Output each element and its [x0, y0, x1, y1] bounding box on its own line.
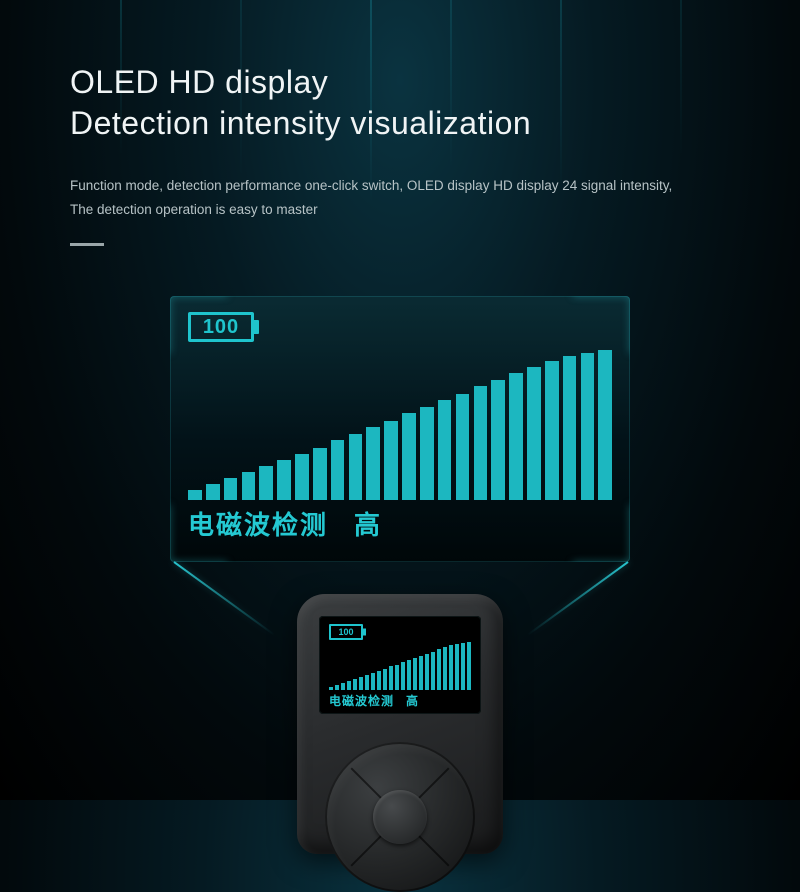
oled-screen-small: 100 电磁波检测 高: [319, 616, 481, 714]
signal-bar: [474, 386, 488, 500]
hero-text-block: OLED HD display Detection intensity visu…: [0, 0, 800, 246]
battery-indicator-icon: 100: [188, 312, 254, 342]
battery-indicator-icon: 100: [329, 624, 363, 640]
signal-bar: [335, 685, 339, 690]
signal-bar: [581, 353, 595, 500]
signal-bar: [341, 683, 345, 690]
signal-bar: [242, 472, 256, 501]
heading-line-1: OLED HD display: [70, 62, 730, 103]
signal-bar: [383, 669, 387, 690]
signal-bar: [527, 367, 541, 501]
signal-bar: [206, 484, 220, 501]
signal-bar: [563, 356, 577, 500]
dpad-control[interactable]: [325, 742, 475, 892]
signal-bar: [389, 666, 393, 690]
signal-bars-chart: [329, 642, 471, 690]
signal-bar: [443, 647, 447, 690]
signal-bar: [295, 454, 309, 501]
signal-bar: [461, 643, 465, 690]
signal-bar: [353, 679, 357, 690]
signal-bar: [347, 681, 351, 690]
accent-rule: [70, 243, 104, 246]
signal-bar: [331, 440, 345, 500]
projection-beam: [173, 561, 274, 636]
mode-label: 电磁波检测: [188, 505, 328, 542]
battery-value: 100: [203, 316, 239, 339]
signal-bar: [371, 673, 375, 690]
heading-line-2: Detection intensity visualization: [70, 103, 730, 144]
signal-bar: [365, 675, 369, 690]
signal-bar: [491, 380, 505, 500]
signal-bar: [431, 652, 435, 690]
oled-screen-big: 100 电磁波检测 高: [188, 312, 612, 548]
dpad-center-button[interactable]: [373, 790, 427, 844]
signal-bar: [224, 478, 238, 501]
signal-bar: [366, 427, 380, 501]
signal-bar: [509, 373, 523, 501]
signal-bar: [438, 400, 452, 501]
signal-bar: [384, 421, 398, 501]
signal-bar: [598, 350, 612, 500]
signal-bar: [455, 644, 459, 690]
signal-bar: [437, 649, 441, 690]
signal-bar: [407, 660, 411, 690]
signal-bar: [419, 656, 423, 690]
signal-bar: [329, 687, 333, 690]
description: Function mode, detection performance one…: [70, 174, 730, 221]
mode-label: 电磁波检测: [329, 692, 394, 709]
signal-bar: [545, 361, 559, 501]
signal-bar: [456, 394, 470, 501]
signal-bar: [413, 658, 417, 690]
description-line-1: Function mode, detection performance one…: [70, 174, 730, 198]
mode-readout: 电磁波检测 高: [188, 505, 380, 542]
battery-value: 100: [338, 627, 353, 637]
signal-bar: [425, 654, 429, 690]
signal-bar: [402, 413, 416, 500]
signal-bar: [188, 490, 202, 501]
signal-bar: [259, 466, 273, 501]
signal-bar: [377, 671, 381, 690]
mode-level: 高: [406, 692, 418, 709]
signal-bar: [395, 665, 399, 690]
description-line-2: The detection operation is easy to maste…: [70, 198, 730, 222]
signal-bar: [420, 407, 434, 500]
signal-bar: [359, 677, 363, 690]
mode-readout: 电磁波检测 高: [329, 692, 418, 709]
signal-bar: [449, 645, 453, 690]
signal-bars-chart: [188, 350, 612, 500]
device-body: 100 电磁波检测 高: [297, 594, 503, 854]
signal-bar: [313, 448, 327, 501]
signal-bar: [467, 642, 471, 690]
projection-beam: [527, 561, 628, 636]
signal-bar: [277, 460, 291, 501]
signal-bar: [349, 434, 363, 500]
mode-level: 高: [354, 505, 380, 542]
oled-magnified-panel: 100 电磁波检测 高: [170, 296, 630, 562]
signal-bar: [401, 662, 405, 690]
